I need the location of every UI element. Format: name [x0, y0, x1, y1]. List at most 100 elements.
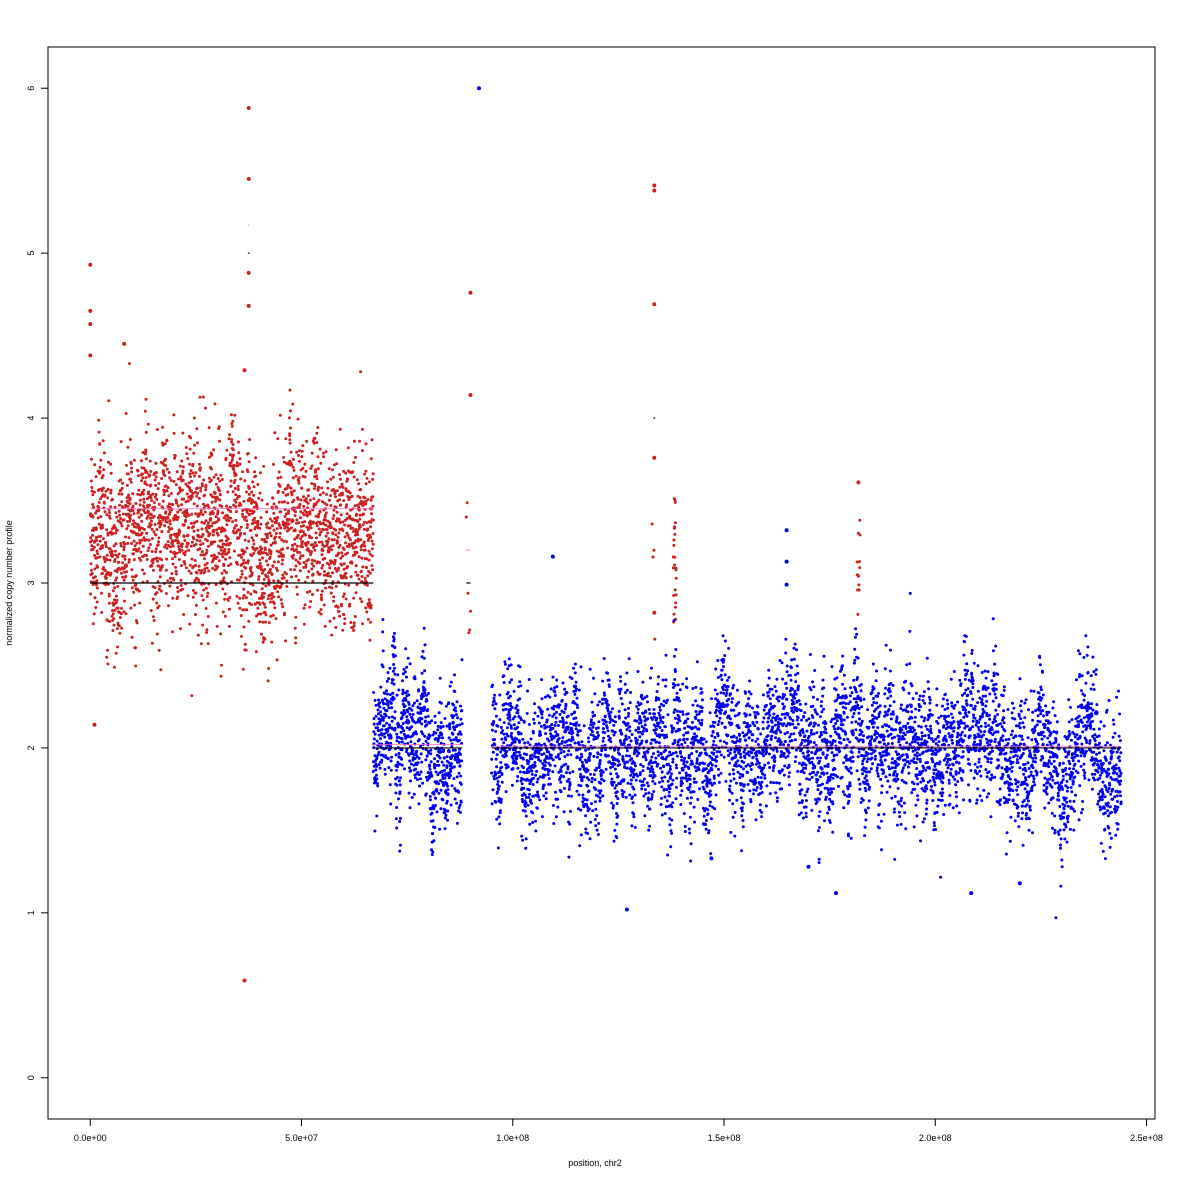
outlier-point: [652, 610, 657, 615]
data-point: [652, 548, 656, 552]
data-point: [371, 477, 375, 481]
data-point: [553, 723, 557, 727]
data-point: [194, 603, 198, 607]
data-point: [213, 402, 217, 406]
data-point: [667, 790, 671, 794]
data-point: [298, 569, 302, 573]
data-point: [524, 814, 528, 818]
data-point: [561, 720, 565, 724]
data-point: [138, 498, 142, 502]
data-point: [211, 533, 215, 537]
data-point: [633, 793, 637, 797]
data-point: [685, 677, 689, 681]
data-point: [616, 814, 620, 818]
data-point: [289, 568, 293, 572]
data-point: [590, 802, 593, 806]
data-point: [731, 686, 735, 690]
data-point: [495, 817, 499, 821]
data-point: [123, 542, 127, 546]
data-point: [395, 776, 399, 779]
data-point: [685, 686, 689, 690]
data-point: [625, 737, 629, 741]
data-point: [532, 721, 536, 725]
data-point: [148, 459, 152, 463]
data-point: [302, 513, 306, 517]
data-point: [708, 769, 711, 773]
data-point: [452, 777, 456, 781]
data-point: [523, 809, 527, 813]
data-point: [458, 730, 462, 734]
data-point: [443, 768, 446, 772]
data-point: [458, 759, 461, 763]
data-point: [317, 540, 321, 544]
data-point: [628, 701, 632, 705]
data-point: [683, 756, 687, 760]
data-point: [318, 533, 322, 537]
data-point: [154, 484, 158, 487]
data-point: [134, 502, 138, 505]
data-point: [702, 787, 706, 791]
data-point: [108, 558, 112, 562]
data-point: [393, 631, 396, 635]
outlier-point: [468, 290, 473, 295]
data-point: [171, 539, 175, 543]
data-point: [716, 734, 720, 738]
data-point: [640, 693, 644, 697]
data-point: [319, 530, 323, 534]
data-point: [674, 797, 678, 801]
data-point: [331, 475, 335, 479]
data-point: [394, 817, 398, 821]
data-point: [645, 781, 649, 785]
data-point: [116, 645, 119, 649]
data-point: [262, 464, 266, 468]
data-point: [620, 732, 624, 736]
data-point: [458, 810, 462, 814]
data-point: [359, 499, 363, 503]
data-point: [691, 703, 695, 707]
data-point: [711, 743, 715, 747]
data-point: [224, 557, 227, 561]
data-point: [523, 741, 527, 745]
data-point: [304, 533, 307, 537]
data-point: [457, 738, 461, 742]
data-point: [295, 544, 299, 548]
data-point: [371, 472, 375, 476]
data-point: [161, 443, 165, 447]
data-point: [291, 556, 295, 560]
data-point: [442, 783, 446, 787]
data-point: [596, 731, 600, 734]
data-point: [666, 713, 670, 717]
data-point: [514, 706, 518, 710]
data-point: [234, 500, 238, 504]
data-point: [267, 621, 271, 625]
data-point: [232, 463, 236, 467]
data-point: [270, 519, 274, 523]
data-point: [638, 773, 642, 777]
data-point: [413, 742, 417, 746]
data-point: [444, 704, 448, 708]
data-point: [196, 441, 199, 445]
data-point: [395, 806, 399, 809]
data-point: [105, 558, 109, 562]
data-point: [373, 732, 377, 736]
data-point: [191, 462, 195, 466]
data-point: [331, 532, 335, 536]
data-point: [127, 493, 131, 497]
data-point: [282, 456, 286, 459]
data-point: [213, 491, 217, 495]
data-point: [111, 553, 115, 557]
data-point: [551, 804, 555, 807]
data-point: [195, 486, 199, 490]
data-point: [371, 504, 375, 508]
data-point: [297, 479, 301, 483]
data-point: [419, 752, 423, 756]
data-point: [716, 723, 720, 727]
data-point: [403, 767, 406, 771]
data-point: [110, 614, 114, 618]
data-point: [343, 617, 347, 621]
data-point: [511, 767, 515, 770]
data-point: [183, 553, 187, 557]
data-point: [91, 515, 95, 519]
outlier-point: [246, 106, 251, 110]
data-point: [203, 563, 207, 567]
